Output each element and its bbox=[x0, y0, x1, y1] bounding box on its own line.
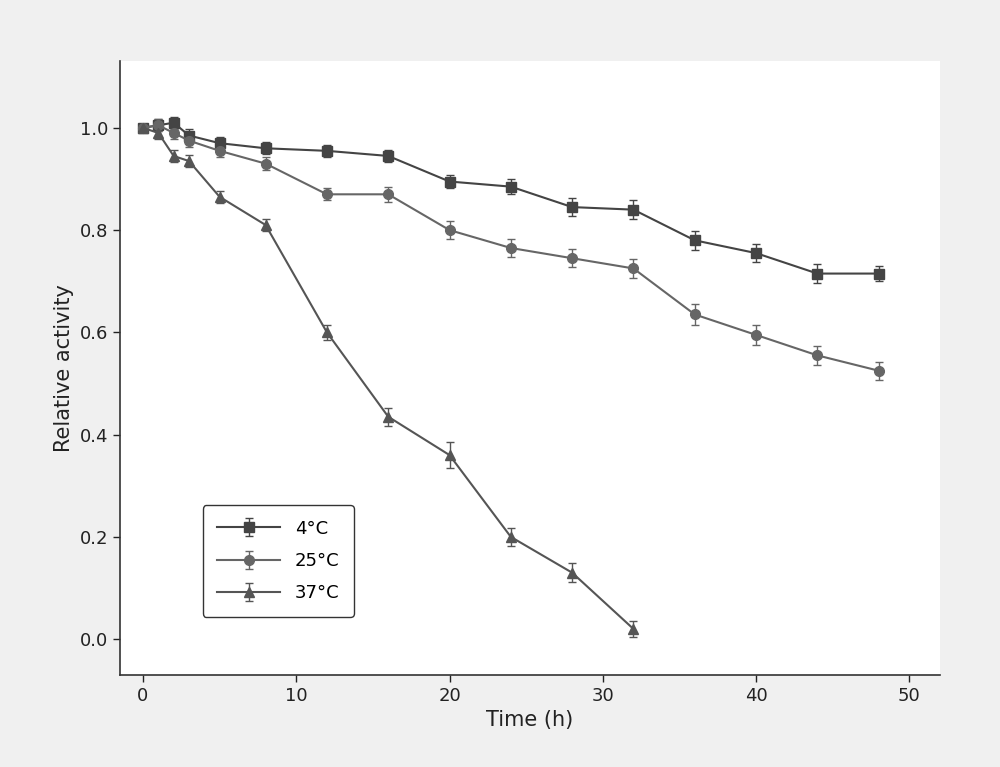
Legend: 4°C, 25°C, 37°C: 4°C, 25°C, 37°C bbox=[203, 505, 354, 617]
X-axis label: Time (h): Time (h) bbox=[486, 710, 574, 730]
Y-axis label: Relative activity: Relative activity bbox=[54, 285, 74, 452]
